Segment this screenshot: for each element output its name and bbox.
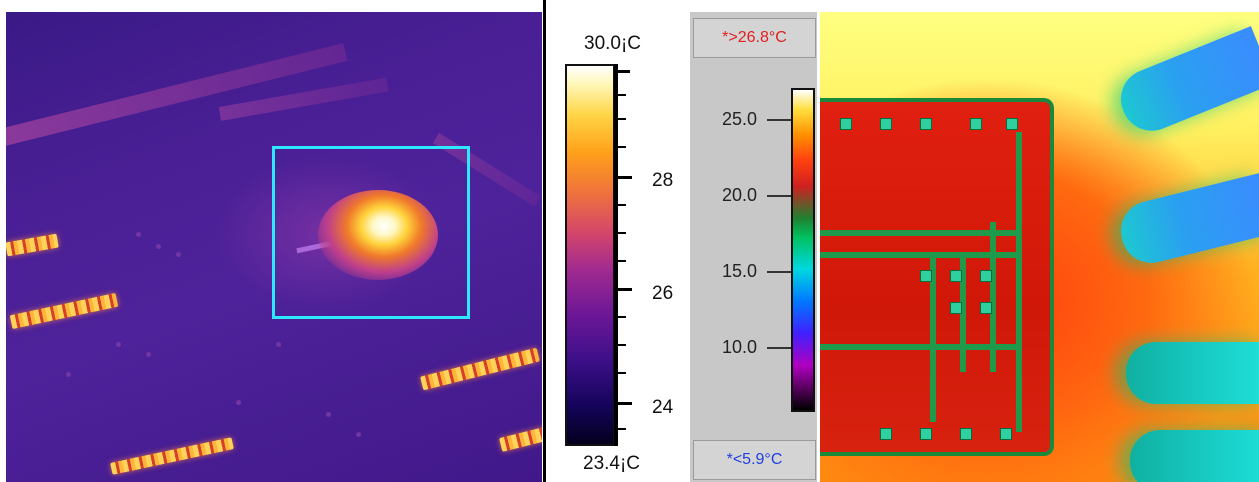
- roi-box[interactable]: [272, 146, 470, 319]
- rainbow-tick-label: 10.0: [722, 337, 758, 357]
- rainbow-tick-label: 20.0: [722, 185, 758, 205]
- upper-limit-box[interactable]: *>26.8°C: [693, 18, 816, 58]
- cool-finger: [1114, 172, 1259, 270]
- iron-scale-max-label: 30.0¡C: [584, 33, 642, 54]
- rainbow-tick-label: 25.0: [722, 109, 758, 129]
- image-separator: [543, 0, 546, 482]
- lower-limit-box[interactable]: *<5.9°C: [693, 440, 816, 480]
- iron-scale-ruler: [614, 64, 632, 446]
- warm-component: [9, 292, 119, 330]
- right-thermal-image: [820, 12, 1259, 482]
- warm-component: [420, 347, 540, 391]
- iron-tick-label: 26: [652, 283, 674, 304]
- hot-spot: [318, 190, 438, 280]
- rainbow-color-scale: [791, 88, 815, 412]
- iron-tick-label: 24: [652, 397, 674, 418]
- warm-component: [6, 233, 59, 257]
- iron-color-scale: [565, 64, 615, 446]
- rainbow-tick: [767, 195, 791, 197]
- cool-finger: [1111, 26, 1259, 140]
- warm-component: [110, 437, 234, 475]
- rainbow-tick: [767, 347, 791, 349]
- rainbow-tick: [767, 271, 791, 273]
- iron-tick-label: 28: [652, 170, 674, 191]
- cool-finger: [1126, 342, 1259, 404]
- iron-scale-min-label: 23.4¡C: [583, 453, 641, 474]
- cool-finger: [1130, 430, 1259, 482]
- chip-body: [820, 98, 1054, 456]
- warm-component: [499, 426, 542, 452]
- rainbow-tick: [767, 119, 791, 121]
- rainbow-tick-label: 15.0: [722, 261, 758, 281]
